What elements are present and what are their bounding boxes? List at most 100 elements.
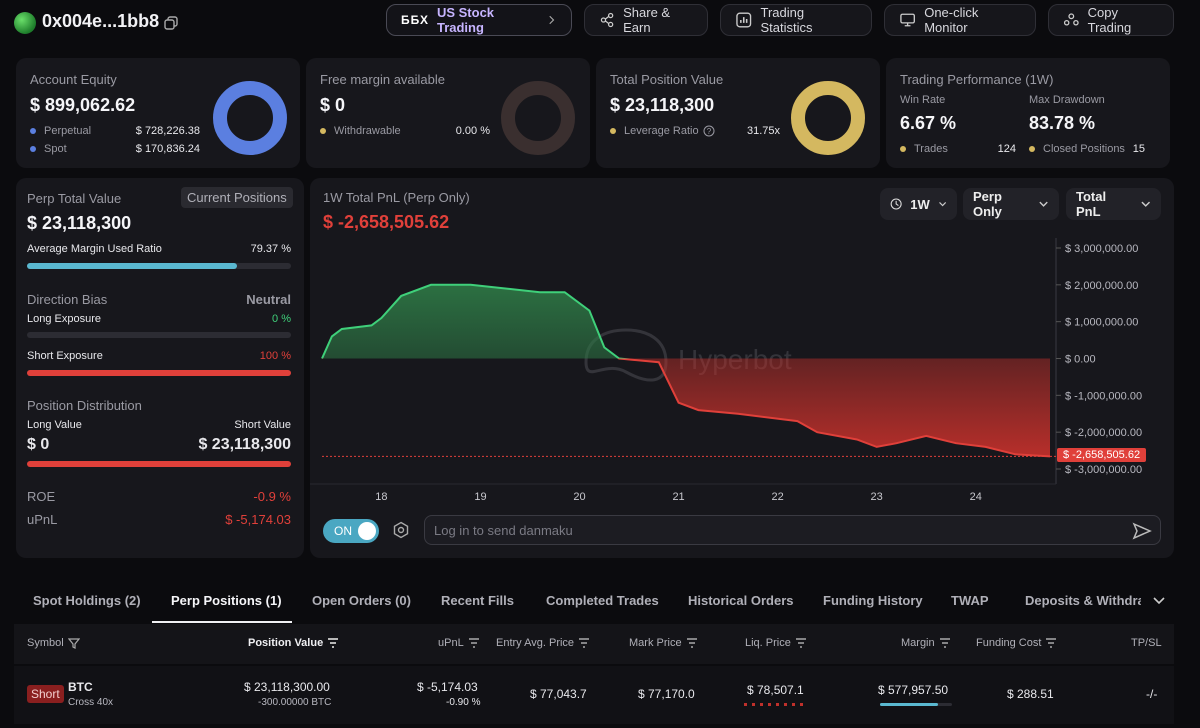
tab-perp-positions[interactable]: Perp Positions (1)	[171, 593, 282, 608]
tabs-more-chevron-icon[interactable]	[1152, 595, 1166, 607]
win-rate-value: 6.67 %	[900, 113, 957, 133]
col-margin[interactable]: Margin	[901, 637, 951, 649]
tpsl-cell[interactable]: -/-	[1146, 687, 1158, 701]
account-equity-card: Account Equity $ 899,062.62 Perpetual $ …	[16, 58, 300, 168]
danmaku-toggle[interactable]: ON	[323, 519, 379, 543]
x-axis-ticks: 18 19 20 21 22 23 24	[375, 491, 982, 503]
tab-historical-orders[interactable]: Historical Orders	[688, 593, 794, 608]
position-distribution-label: Position Distribution	[27, 398, 142, 413]
col-symbol[interactable]: Symbol	[27, 637, 80, 649]
trading-statistics-button[interactable]: Trading Statistics	[720, 4, 872, 36]
leverage-row: Leverage Ratio ? 31.75x	[610, 125, 780, 137]
trades-value: 124	[997, 143, 1016, 155]
closed-positions-value: 15	[1132, 143, 1145, 155]
copy-trading-icon	[1063, 13, 1079, 26]
col-mark-price-label: Mark Price	[629, 637, 682, 649]
toggle-knob	[358, 522, 376, 540]
win-rate-label: Win Rate	[900, 94, 946, 106]
monitor-icon	[900, 13, 915, 27]
performance-title: Trading Performance (1W)	[900, 72, 1054, 87]
col-entry-price[interactable]: Entry Avg. Price	[496, 637, 590, 649]
us-stock-trading-button[interactable]: ББХ US Stock Trading	[386, 4, 572, 36]
range-select[interactable]: 1W	[880, 188, 957, 220]
sort-icon	[328, 638, 339, 648]
trades-row: Trades 124	[900, 143, 1016, 155]
long-value-label: Long Value	[27, 419, 82, 431]
danmaku-input[interactable]: Log in to send danmaku	[424, 515, 1161, 545]
col-upnl-label: uPnL	[438, 637, 464, 649]
leverage-label: Leverage Ratio	[624, 125, 699, 137]
position-donut	[791, 81, 865, 155]
col-liq-price[interactable]: Liq. Price	[745, 637, 807, 649]
leverage-dot	[610, 128, 616, 134]
closed-positions-label: Closed Positions	[1043, 143, 1125, 155]
sort-icon	[795, 638, 806, 648]
long-exposure-value: 0 %	[272, 313, 291, 325]
info-icon[interactable]: ?	[703, 125, 715, 137]
pnl-chart-title: 1W Total PnL (Perp Only)	[323, 190, 470, 205]
upnl-pct: -0.90 %	[446, 697, 481, 708]
direction-bias-label: Direction Bias	[27, 292, 108, 307]
copy-trading-label: Copy Trading	[1087, 5, 1132, 35]
leverage-value: 31.75x	[746, 125, 780, 137]
copy-trading-button[interactable]: Copy Trading	[1048, 4, 1174, 36]
scope-select[interactable]: Perp Only	[963, 188, 1059, 220]
wallet-address: 0x004e...1bb8	[42, 11, 160, 31]
upnl-value: $ -5,174.03	[225, 512, 291, 527]
margin-cell: $ 577,957.50	[878, 683, 949, 697]
chevron-down-icon	[1039, 201, 1048, 207]
perp-total-title: Perp Total Value	[27, 191, 122, 206]
send-icon[interactable]	[1132, 521, 1152, 541]
svg-text:?: ?	[706, 127, 711, 136]
liq-price: $ 78,507.1	[747, 683, 804, 697]
pnl-area-negative	[322, 358, 1050, 457]
col-mark-price[interactable]: Mark Price	[629, 637, 698, 649]
col-funding-cost[interactable]: Funding Cost	[976, 637, 1057, 649]
tab-recent-fills[interactable]: Recent Fills	[441, 593, 514, 608]
upnl-cell: $ -5,174.03	[417, 680, 478, 694]
perp-total-value: $ 23,118,300	[27, 213, 132, 233]
short-exposure-value: 100 %	[259, 350, 291, 362]
perpetual-value: $ 728,226.38	[135, 125, 200, 137]
margin-ratio-bar	[27, 263, 291, 269]
current-positions-button[interactable]: Current Positions	[181, 187, 293, 208]
sort-icon	[468, 638, 479, 648]
withdrawable-label: Withdrawable	[334, 125, 401, 137]
short-exposure-fill	[27, 370, 291, 376]
pnl-line-negative	[322, 358, 1051, 458]
settings-icon[interactable]	[392, 521, 410, 539]
table-row[interactable]	[14, 666, 1174, 724]
metric-select[interactable]: Total PnL	[1066, 188, 1161, 220]
col-liq-price-label: Liq. Price	[745, 637, 791, 649]
trading-statistics-label: Trading Statistics	[760, 5, 813, 35]
tab-funding-history[interactable]: Funding History	[823, 593, 923, 608]
tab-spot-holdings[interactable]: Spot Holdings (2)	[33, 593, 141, 608]
col-funding-cost-label: Funding Cost	[976, 637, 1042, 649]
margin-ratio-value: 79.37 %	[250, 243, 291, 255]
side-badge: Short	[27, 685, 64, 703]
tab-completed-trades[interactable]: Completed Trades	[546, 593, 659, 608]
chevron-down-icon	[938, 202, 946, 207]
entry-price: $ 77,043.7	[530, 687, 587, 701]
share-earn-button[interactable]: Share & Earn	[584, 4, 708, 36]
y-tick-label: $ 3,000,000.00	[1065, 243, 1138, 255]
chevron-down-icon	[1140, 201, 1150, 207]
col-symbol-label: Symbol	[27, 637, 64, 649]
tab-twap[interactable]: TWAP	[951, 593, 989, 608]
us-stock-trading-label: US Stock Trading	[436, 5, 495, 35]
tab-open-orders[interactable]: Open Orders (0)	[312, 593, 411, 608]
copy-icon[interactable]	[164, 16, 178, 30]
share-icon	[600, 12, 614, 28]
spot-row: Spot $ 170,836.24	[30, 143, 200, 155]
short-value: $ 23,118,300	[198, 436, 291, 453]
filter-icon[interactable]	[67, 637, 80, 649]
col-position-value[interactable]: Position Value	[248, 637, 339, 649]
pnl-area-positive	[322, 284, 1050, 359]
col-upnl[interactable]: uPnL	[438, 637, 480, 649]
long-exposure-label: Long Exposure	[27, 313, 101, 325]
statistics-icon	[736, 12, 752, 28]
symbol-name[interactable]: BTC	[68, 680, 93, 694]
margin-bar-fill	[880, 703, 938, 706]
one-click-monitor-button[interactable]: One-click Monitor	[884, 4, 1036, 36]
tab-deposits-withdraw[interactable]: Deposits & Withdraw	[1025, 593, 1141, 608]
